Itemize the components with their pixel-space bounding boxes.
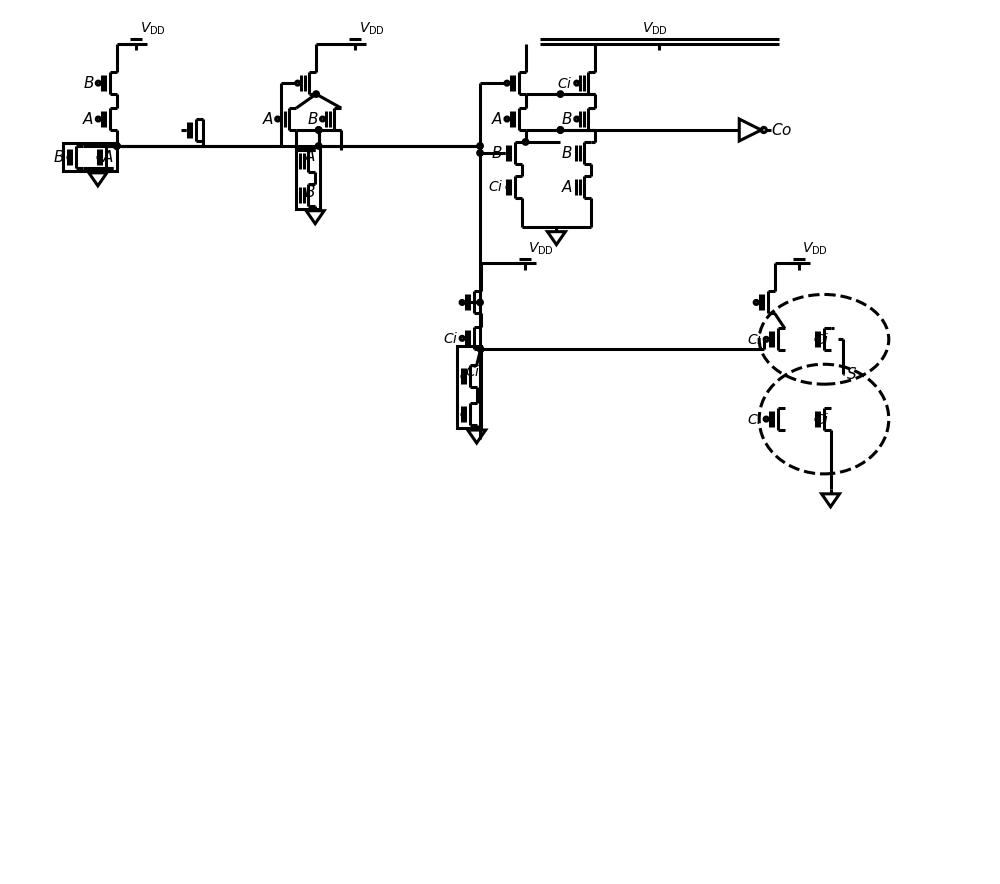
Text: $Ci$: $Ci$: [488, 179, 503, 194]
Text: $B$: $B$: [304, 184, 315, 200]
Text: $A$: $A$: [262, 111, 274, 127]
Circle shape: [557, 91, 564, 97]
Text: $Ci$: $Ci$: [557, 76, 573, 91]
Text: $V_{\rm DD}$: $V_{\rm DD}$: [528, 240, 554, 256]
Text: $Ci$: $Ci$: [814, 332, 829, 347]
Text: $B$: $B$: [53, 149, 64, 165]
Circle shape: [557, 126, 564, 133]
Circle shape: [522, 139, 529, 145]
Text: $A$: $A$: [304, 148, 316, 164]
Text: $A$: $A$: [491, 111, 503, 127]
Circle shape: [477, 149, 483, 156]
Text: $S$: $S$: [846, 366, 857, 382]
Text: $V_{\rm DD}$: $V_{\rm DD}$: [140, 21, 166, 37]
Circle shape: [114, 142, 120, 149]
Text: $Ci$: $Ci$: [465, 363, 481, 378]
Text: $Co$: $Co$: [771, 122, 793, 138]
Text: $B$: $B$: [561, 111, 573, 127]
Circle shape: [313, 91, 319, 97]
Circle shape: [315, 126, 322, 133]
Text: $Ci$: $Ci$: [814, 412, 829, 427]
Bar: [457, 347, 481, 428]
Text: $V_{\rm DD}$: $V_{\rm DD}$: [802, 240, 828, 256]
Text: $A$: $A$: [82, 111, 94, 127]
Circle shape: [477, 300, 483, 306]
Circle shape: [315, 142, 322, 149]
Circle shape: [477, 142, 483, 149]
Text: $V_{\rm DD}$: $V_{\rm DD}$: [642, 21, 667, 37]
Text: $Ci$: $Ci$: [443, 331, 458, 346]
Bar: [296, 147, 320, 209]
Circle shape: [114, 142, 120, 149]
Text: $B$: $B$: [83, 75, 94, 91]
Text: $Ci$: $Ci$: [747, 412, 762, 427]
Circle shape: [315, 126, 322, 133]
Circle shape: [114, 142, 120, 149]
Circle shape: [557, 126, 564, 133]
Text: $B$: $B$: [307, 111, 319, 127]
Text: $V_{\rm DD}$: $V_{\rm DD}$: [359, 21, 385, 37]
Text: $B$: $B$: [491, 145, 503, 161]
Text: $B$: $B$: [561, 145, 573, 161]
Text: $A$: $A$: [102, 149, 114, 165]
Text: $Ci$: $Ci$: [747, 332, 762, 347]
Bar: [63, 143, 117, 171]
Text: $A$: $A$: [561, 179, 573, 194]
Circle shape: [477, 347, 484, 353]
